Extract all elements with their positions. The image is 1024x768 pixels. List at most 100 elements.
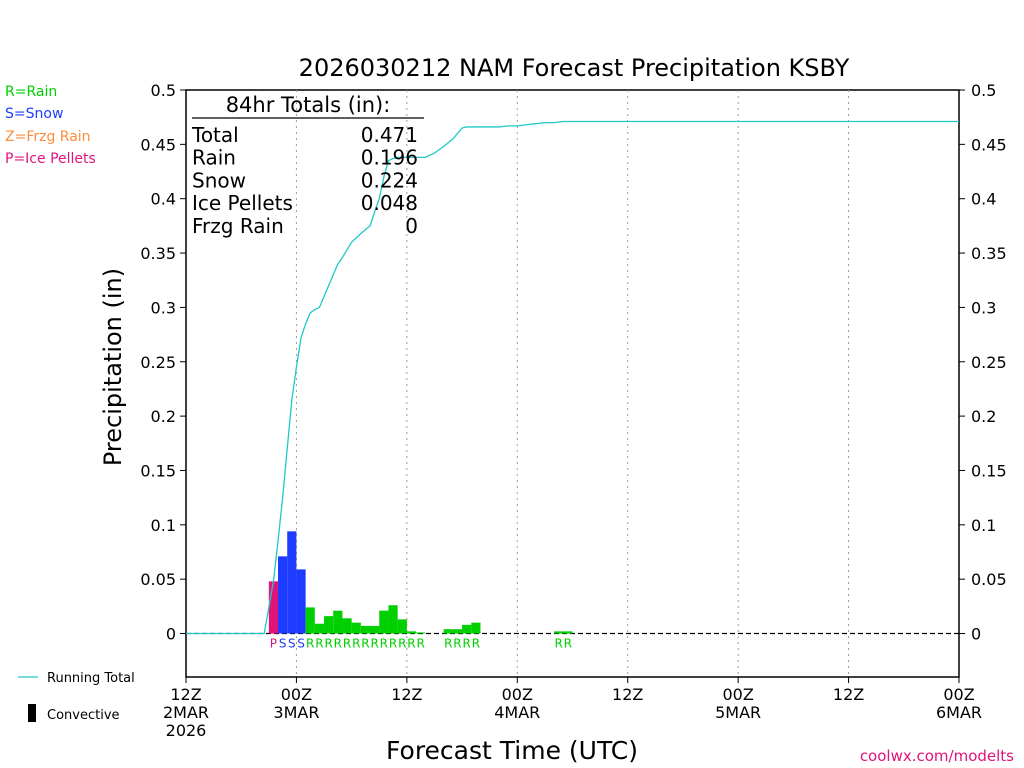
bar-7	[333, 610, 343, 634]
vertical-gridlines	[295, 90, 850, 677]
totals-row-label-2: Snow	[192, 168, 246, 192]
ytick-label-right-2: 0.1	[971, 516, 996, 535]
legend-rain: R=Rain	[5, 84, 57, 100]
bar-1	[278, 556, 288, 634]
ytick-label-right-0: 0	[971, 625, 981, 644]
type-label-6: R	[324, 637, 332, 651]
legend-convective-swatch	[28, 704, 36, 722]
xtick-label-1-0: 00Z	[281, 685, 312, 704]
totals-row-label-3: Ice Pellets	[192, 191, 293, 215]
ytick-label-right-3: 0.15	[971, 461, 1007, 480]
xtick-label-6-0: 12Z	[833, 685, 864, 704]
totals-header: 84hr Totals (in):	[226, 93, 391, 117]
x-axis-label: Forecast Time (UTC)	[386, 736, 638, 765]
legend-frzg-rain: Z=Frzg Rain	[5, 129, 91, 145]
totals-box: 84hr Totals (in): Total 0.471 Rain 0.196 Sno…	[191, 93, 424, 238]
bar-9	[351, 622, 361, 634]
xtick-label-4-0: 12Z	[612, 685, 643, 704]
type-label-3: S	[297, 637, 305, 651]
precipitation-bars	[268, 531, 573, 634]
ytick-label-left-2: 0.1	[151, 516, 176, 535]
type-label-10: R	[361, 637, 369, 651]
totals-row-value-2: 0.224	[361, 168, 418, 192]
y-axis-left: 0 0.05 0.1 0.15 0.2 0.25 0.3 0.35 0.4 0.45 0.5	[140, 81, 186, 644]
type-label-13: R	[389, 637, 397, 651]
bar-16	[416, 632, 426, 634]
xtick-label-5-1: 5MAR	[715, 703, 761, 722]
y-axis-right: 0 0.05 0.1 0.15 0.2 0.25 0.3 0.35 0.4 0.45 0.5	[959, 81, 1007, 644]
xtick-label-1-1: 3MAR	[273, 703, 319, 722]
chart-title: 2026030212 NAM Forecast Precipitation KS…	[299, 54, 850, 82]
type-label-7: R	[334, 637, 342, 651]
ytick-label-right-10: 0.5	[971, 81, 996, 100]
type-label-22: R	[564, 637, 572, 651]
bar-22	[563, 631, 573, 634]
type-label-1: S	[279, 637, 287, 651]
xtick-label-0-2: 2026	[166, 721, 207, 740]
type-label-16: R	[416, 637, 424, 651]
bar-17	[443, 629, 453, 634]
type-label-0: P	[270, 637, 277, 651]
bar-3	[296, 569, 306, 634]
bar-4	[305, 607, 315, 634]
type-label-14: R	[398, 637, 406, 651]
ytick-label-left-7: 0.35	[140, 244, 176, 263]
ytick-label-right-9: 0.45	[971, 135, 1007, 154]
xtick-label-2-0: 12Z	[391, 685, 422, 704]
ytick-label-left-9: 0.45	[140, 135, 176, 154]
type-label-12: R	[380, 637, 388, 651]
ytick-label-right-6: 0.3	[971, 298, 996, 317]
type-label-18: R	[453, 637, 461, 651]
ytick-label-left-8: 0.4	[151, 190, 176, 209]
type-label-9: R	[352, 637, 360, 651]
bar-0	[268, 581, 279, 634]
totals-row-value-0: 0.471	[361, 123, 418, 147]
type-label-2: S	[288, 637, 296, 651]
legend-ice-pellets: P=Ice Pellets	[5, 151, 96, 167]
ytick-label-left-1: 0.05	[140, 570, 176, 589]
xtick-label-0-1: 2MAR	[163, 703, 209, 722]
xtick-label-3-0: 00Z	[502, 685, 533, 704]
ytick-label-left-10: 0.5	[151, 81, 176, 100]
totals-row-value-4: 0	[405, 214, 418, 238]
xtick-label-7-1: 6MAR	[936, 703, 982, 722]
totals-row-value-1: 0.196	[361, 146, 418, 170]
bar-10	[360, 625, 371, 634]
bar-11	[370, 625, 380, 634]
bar-18	[452, 629, 463, 634]
running-total-line	[186, 120, 959, 635]
bar-15	[406, 631, 417, 634]
xtick-label-3-1: 4MAR	[494, 703, 540, 722]
type-label-17: R	[444, 637, 452, 651]
bar-20	[471, 622, 481, 634]
bar-14	[397, 619, 407, 634]
y-axis-label: Precipitation (in)	[99, 268, 127, 466]
plot-frame	[185, 89, 960, 678]
ytick-label-left-0: 0	[166, 625, 176, 644]
type-label-15: R	[407, 637, 415, 651]
ytick-label-left-3: 0.15	[140, 461, 176, 480]
totals-row-label-4: Frzg Rain	[192, 214, 284, 238]
type-label-20: R	[472, 637, 480, 651]
credit-text: coolwx.com/modelts	[860, 747, 1014, 765]
xtick-label-5-0: 00Z	[722, 685, 753, 704]
totals-row-label-1: Rain	[192, 146, 236, 170]
bar-12	[379, 610, 389, 634]
ytick-label-left-6: 0.3	[151, 298, 176, 317]
ytick-label-left-5: 0.25	[140, 353, 176, 372]
type-label-11: R	[370, 637, 378, 651]
type-label-21: R	[555, 637, 563, 651]
type-label-8: R	[343, 637, 351, 651]
legend-convective: Convective	[47, 708, 120, 723]
totals-row-label-0: Total	[191, 123, 239, 147]
xtick-label-7-0: 00Z	[943, 685, 974, 704]
totals-row-value-3: 0.048	[361, 191, 418, 215]
ytick-label-right-4: 0.2	[971, 407, 996, 426]
ytick-label-right-1: 0.05	[971, 570, 1007, 589]
bar-19	[462, 624, 472, 634]
legend-running-total: Running Total	[47, 671, 135, 686]
ytick-label-right-5: 0.25	[971, 353, 1007, 372]
bar-5	[314, 623, 325, 634]
